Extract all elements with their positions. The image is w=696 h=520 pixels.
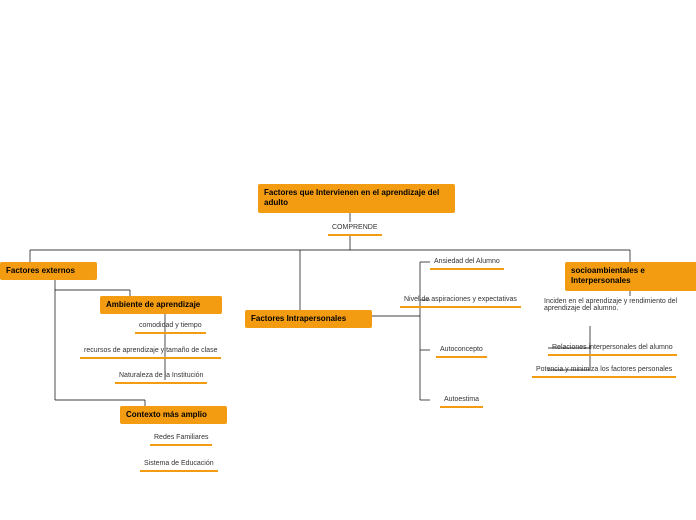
intra-node: Factores Intrapersonales bbox=[245, 310, 372, 328]
comprende-label: COMPRENDE bbox=[328, 222, 382, 236]
socio-item: Potencia y minimiza los factores persona… bbox=[532, 364, 676, 378]
intra-item: Autoconcepto bbox=[436, 344, 487, 358]
ambiente-node: Ambiente de aprendizaje bbox=[100, 296, 222, 314]
contexto-node: Contexto más amplio bbox=[120, 406, 227, 424]
externos-node: Factores externos bbox=[0, 262, 97, 280]
contexto-item: Redes Familiares bbox=[150, 432, 212, 446]
socio-node: socioambientales e Interpersonales bbox=[565, 262, 696, 291]
socio-item: Relaciones interpersonales del alumno bbox=[548, 342, 677, 356]
ambiente-item: recursos de aprendizaje y tamaño de clas… bbox=[80, 345, 221, 359]
ambiente-item: Naturaleza de la Institución bbox=[115, 370, 207, 384]
connectors bbox=[0, 0, 696, 520]
ambiente-item: comodidad y tiempo bbox=[135, 320, 206, 334]
intra-item: Ansiedad del Alumno bbox=[430, 256, 504, 270]
intra-item: Autoestima bbox=[440, 394, 483, 408]
contexto-item: Sistema de Educación bbox=[140, 458, 218, 472]
socio-desc: Inciden en el aprendizaje y rendimiento … bbox=[540, 296, 696, 314]
root-node: Factores que Intervienen en el aprendiza… bbox=[258, 184, 455, 213]
intra-item: Nivel de aspiraciones y expectativas bbox=[400, 294, 521, 308]
